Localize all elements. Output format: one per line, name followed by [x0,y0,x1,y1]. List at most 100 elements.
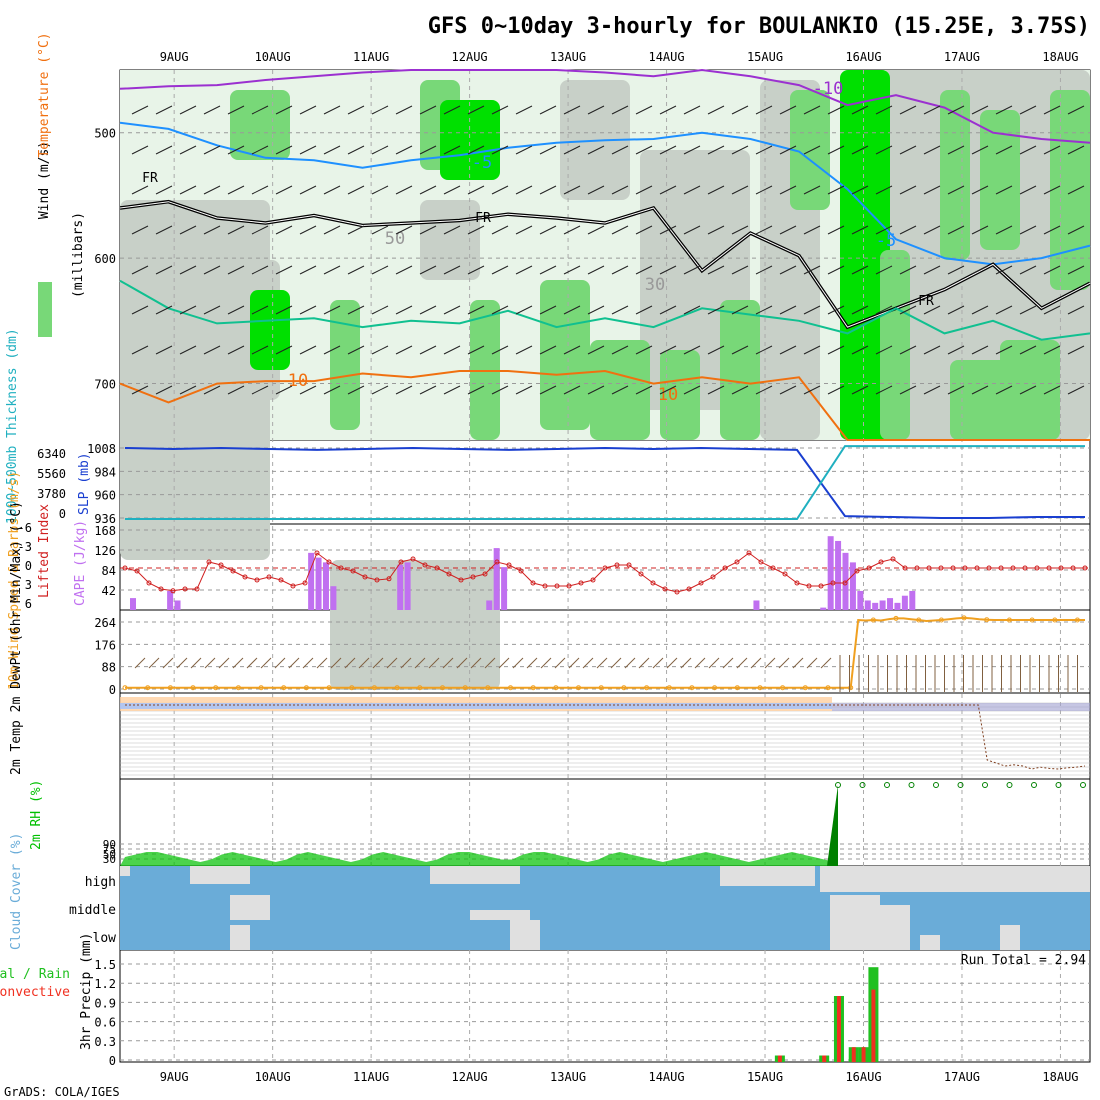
wind-barb [899,225,917,235]
cape-bar [501,567,508,610]
wind-barb [995,345,1013,355]
wind-barb [995,265,1013,275]
lifted-index-point [242,574,248,580]
footer-text: GrADS: COLA/IGES [4,1085,120,1099]
surface-wind-barb [204,657,216,669]
wind-barb [899,345,917,355]
wind-speed-point [666,685,672,691]
surface-wind-barb [582,657,594,669]
surface-wind-barb [792,657,804,669]
date-label-top: 15AUG [747,50,783,64]
date-label-top: 18AUG [1042,50,1078,64]
rh2m-point [1080,782,1086,788]
lifted-index-point [326,559,332,565]
wind-barb [563,385,581,395]
lifted-index-point [422,562,428,568]
wind-speed-point [508,685,513,691]
wind-barb [851,145,869,155]
wind-barb [1019,105,1037,115]
wind-speed-point [780,685,786,691]
wind-barb [707,265,725,275]
wind-barb [611,385,629,395]
wind-barb [779,345,797,355]
y-tick-label: 75 [103,843,116,856]
wind-barb [659,265,677,275]
wind-barb [155,305,173,315]
wind-speed-point [394,685,400,691]
surface-wind-barb [190,657,202,669]
wind-barb [827,265,845,275]
wind-barb [1019,145,1037,155]
surface-wind-barb [260,657,272,669]
surface-wind-barb [540,657,552,669]
wind-speed-point [440,685,445,691]
lifted-index-point [890,556,896,562]
rh-patch [330,300,360,430]
wind-barb [683,345,701,355]
wind-barb [467,145,485,155]
lifted-index-point [314,550,320,556]
wind-barb [947,265,965,275]
y-tick-label: 936 [94,512,116,526]
date-label-top: 14AUG [648,50,684,64]
rh-patch [230,90,290,160]
precip-convective-bar [851,1047,856,1062]
lifted-index-point [842,580,848,586]
wind-barb [923,345,941,355]
wind-barb [347,385,365,395]
lifted-index-point [794,580,800,586]
lifted-index-point [290,583,296,589]
wind-barb [491,305,509,315]
wind-barb [227,305,245,315]
rh-patch [940,90,970,260]
wind-barb [803,105,821,115]
cape-bar [879,600,886,610]
cloud-clear-cell [860,905,910,950]
cape-bar [315,557,322,610]
wind-barb [635,305,653,315]
wind-barb [1067,225,1085,235]
lifted-index-point [866,565,872,571]
wind-barb [731,385,749,395]
wind-barb [635,105,653,115]
wind-barb [875,225,893,235]
wind-barb [395,145,413,155]
li-tick-label: -6 [18,521,32,535]
wind-barb [371,145,389,155]
rh-patch [790,90,830,210]
rh2m-point [859,782,866,788]
wind-speed-point [1029,617,1035,623]
wind-barb [419,185,437,195]
slp-line [124,446,1085,519]
wind-barb [803,185,821,195]
wind-barb [587,105,605,115]
wind-barb [155,265,173,275]
wind-barb [515,105,533,115]
cape-bar [174,600,181,610]
rh-patch [1050,90,1090,290]
panel-frame [119,949,1091,1063]
rh-patch [980,110,1020,250]
temp-band-right [832,703,1090,711]
wind-barb [587,345,605,355]
rh-patch [420,200,480,280]
wind-barb [467,265,485,275]
wind-speed-point [190,685,196,691]
wind-barb [251,345,269,355]
wind-barb [251,305,269,315]
rh2m-point [1006,782,1013,788]
wind-barb [227,185,245,195]
surface-wind-barb [736,657,748,669]
contour-label: -5 [472,153,492,173]
freezing-level-inner [119,201,1091,328]
wind-barb [131,265,149,275]
cape-bar [308,552,315,610]
rh-legend-swatch [38,282,52,337]
wind-barb [179,265,197,275]
wind-barb [515,385,533,395]
wind-barb [803,345,821,355]
lifted-index-point [662,586,668,592]
wind-barb [707,305,725,315]
axis-title-slp: SLP (mb) [77,452,92,515]
wind-barb [347,145,365,155]
